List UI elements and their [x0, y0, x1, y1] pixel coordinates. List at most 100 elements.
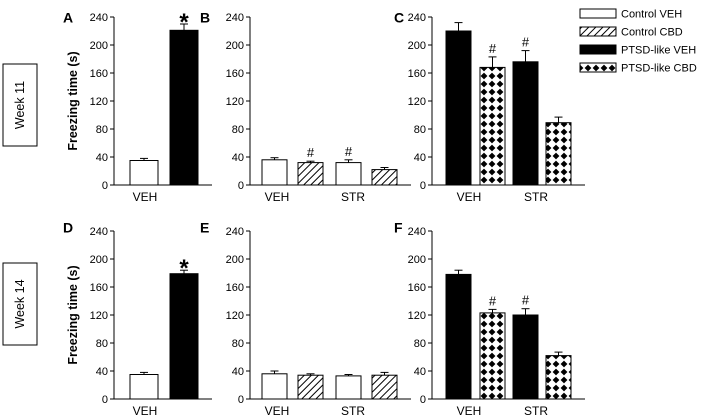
legend: Control VEH Control CBD PTSD-like VEH PT…	[579, 8, 697, 75]
significance-hash: #	[489, 293, 497, 308]
bar	[335, 162, 362, 186]
bar	[335, 375, 362, 400]
y-tick-label: 240	[226, 12, 244, 24]
y-tick-label: 200	[226, 40, 244, 52]
y-tick-label: 240	[90, 12, 108, 24]
bar	[261, 159, 288, 186]
y-tick-label: 40	[96, 152, 108, 164]
x-category-label: STR	[341, 190, 365, 204]
y-tick-label: 160	[226, 68, 244, 80]
bar	[297, 374, 324, 400]
x-category-label: VEH	[133, 404, 158, 417]
y-tick-label: 200	[226, 254, 244, 266]
y-tick-label: 120	[90, 96, 108, 108]
y-tick-label: 0	[238, 180, 244, 192]
x-category-label: STR	[341, 404, 365, 417]
y-tick-label: 240	[408, 12, 426, 24]
panel-e: E 0 40 80 120 160 200 240 VEH STR	[200, 219, 411, 417]
week-14-label: Week 14	[13, 279, 27, 328]
significance-hash: #	[522, 293, 530, 308]
y-tick-label: 160	[408, 68, 426, 80]
y-tick-label: 200	[408, 40, 426, 52]
x-category-label: VEH	[457, 190, 482, 204]
y-tick-label: 80	[232, 338, 244, 350]
y-axis-label: Freezing time (s)	[66, 265, 80, 364]
legend-item-ptsd-cbd: PTSD-like CBD	[579, 62, 697, 75]
x-category-label: VEH	[133, 190, 158, 204]
legend-label: PTSD-like VEH	[621, 45, 696, 57]
y-tick-label: 40	[232, 152, 244, 164]
y-tick-label: 160	[90, 282, 108, 294]
y-tick-label: 80	[96, 124, 108, 136]
y-tick-label: 120	[226, 310, 244, 322]
y-tick-label: 80	[232, 124, 244, 136]
bar	[371, 374, 398, 400]
significance-hash: #	[522, 35, 530, 50]
bar	[169, 273, 199, 400]
bar	[261, 373, 288, 400]
y-tick-label: 160	[90, 68, 108, 80]
panel-d: D 0 40 80 120 160 200 240 Freezing time (s) VEH *	[63, 219, 212, 417]
y-axis-label: Freezing time (s)	[66, 51, 80, 150]
bar	[129, 160, 159, 186]
panel-letter: D	[63, 219, 73, 235]
y-tick-label: 80	[96, 338, 108, 350]
x-category-label: STR	[524, 404, 548, 417]
week-11-label: Week 11	[13, 81, 27, 129]
panel-a: A 0 40 80 120 160 200 240 Freezing time (s) VEH *	[63, 9, 212, 204]
y-tick-label: 120	[408, 310, 426, 322]
legend-label: Control CBD	[621, 27, 683, 39]
bar	[479, 66, 506, 186]
y-tick-label: 120	[226, 96, 244, 108]
y-tick-label: 200	[90, 40, 108, 52]
bar	[512, 314, 539, 400]
legend-item-ptsd-veh: PTSD-like VEH	[579, 44, 696, 57]
bar	[297, 162, 324, 186]
bar	[545, 355, 572, 400]
panel-letter: B	[200, 9, 210, 25]
significance-hash: #	[489, 41, 497, 56]
y-tick-label: 0	[420, 180, 426, 192]
bar	[445, 273, 472, 400]
bar	[445, 30, 472, 186]
week-14-label-box: Week 14	[2, 262, 38, 346]
bar	[512, 61, 539, 186]
y-tick-label: 0	[238, 394, 244, 406]
y-tick-label: 0	[102, 394, 108, 406]
panel-f: F 0 40 80 120 160 200 240 VEH STR # #	[394, 219, 585, 417]
y-tick-label: 240	[408, 226, 426, 238]
y-tick-label: 40	[414, 366, 426, 378]
x-category-label: VEH	[265, 190, 290, 204]
x-category-label: VEH	[457, 404, 482, 417]
legend-label: Control VEH	[621, 9, 682, 21]
significance-star: *	[179, 9, 189, 36]
legend-item-control-veh: Control VEH	[579, 8, 682, 21]
y-tick-label: 40	[232, 366, 244, 378]
panel-letter: A	[63, 9, 73, 25]
y-tick-label: 80	[414, 124, 426, 136]
significance-hash: #	[307, 145, 315, 160]
y-tick-label: 120	[90, 310, 108, 322]
panel-letter: E	[200, 219, 209, 235]
y-tick-label: 240	[90, 226, 108, 238]
y-tick-label: 160	[408, 282, 426, 294]
week-11-label-box: Week 11	[2, 63, 38, 147]
x-category-label: STR	[524, 190, 548, 204]
y-tick-label: 160	[226, 282, 244, 294]
panel-letter: F	[394, 219, 403, 235]
significance-hash: #	[345, 144, 353, 159]
y-tick-label: 40	[414, 152, 426, 164]
legend-label: PTSD-like CBD	[621, 63, 697, 75]
y-tick-label: 240	[226, 226, 244, 238]
panel-letter: C	[394, 9, 404, 25]
bar	[545, 122, 572, 186]
significance-star: *	[179, 255, 189, 282]
x-category-label: VEH	[265, 404, 290, 417]
bar	[371, 169, 398, 186]
y-tick-label: 0	[102, 180, 108, 192]
y-tick-label: 80	[414, 338, 426, 350]
panel-c: C 0 40 80 120 160 200 240 VEH STR # #	[394, 9, 585, 204]
bar	[129, 374, 159, 400]
y-tick-label: 200	[90, 254, 108, 266]
